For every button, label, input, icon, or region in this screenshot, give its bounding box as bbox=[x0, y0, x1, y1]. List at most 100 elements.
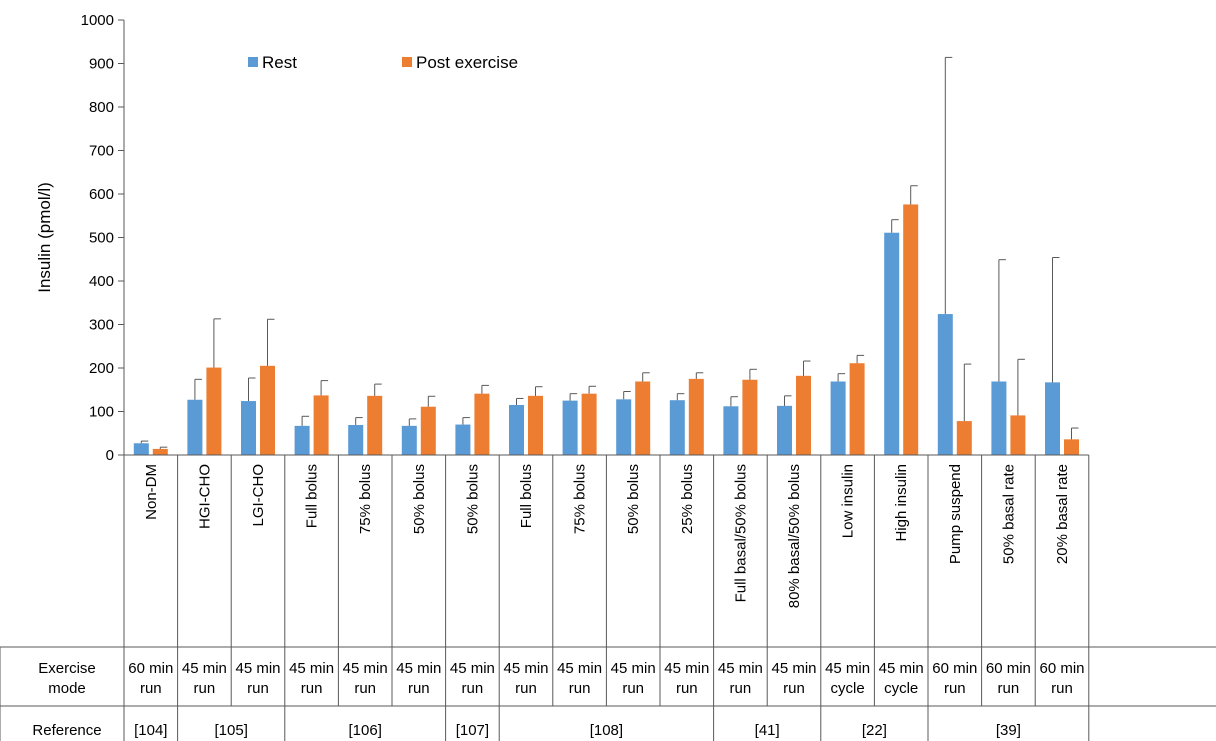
category-label: 50% basal rate bbox=[1000, 464, 1017, 564]
exercise-mode-cell: run bbox=[515, 680, 537, 697]
reference-cell: [41] bbox=[755, 722, 780, 739]
bar-post-exercise bbox=[260, 365, 275, 455]
y-tick-label: 700 bbox=[89, 143, 114, 160]
exercise-mode-cell: cycle bbox=[884, 680, 918, 697]
category-label: 50% bolus bbox=[625, 464, 642, 534]
category-label: 50% bolus bbox=[464, 464, 481, 534]
exercise-mode-cell: 45 min bbox=[611, 660, 656, 677]
y-tick-label: 800 bbox=[89, 99, 114, 116]
category-label: Low insulin bbox=[840, 464, 857, 538]
category-label: 20% basal rate bbox=[1054, 464, 1071, 564]
exercise-mode-cell: run bbox=[247, 680, 269, 697]
exercise-mode-cell: 45 min bbox=[825, 660, 870, 677]
exercise-mode-cell: 45 min bbox=[289, 660, 334, 677]
exercise-mode-cell: 45 min bbox=[664, 660, 709, 677]
legend-swatch bbox=[248, 57, 258, 67]
bar-post-exercise bbox=[956, 421, 972, 455]
bar-rest bbox=[830, 381, 846, 455]
exercise-mode-cell: run bbox=[140, 680, 162, 697]
exercise-mode-cell: 60 min bbox=[932, 660, 977, 677]
y-tick-label: 500 bbox=[89, 230, 114, 247]
exercise-mode-cell: run bbox=[462, 680, 484, 697]
bar-post-exercise bbox=[635, 381, 651, 455]
exercise-mode-cell: run bbox=[1051, 680, 1073, 697]
bar-rest bbox=[455, 424, 471, 455]
reference-header: Reference bbox=[32, 722, 101, 739]
exercise-mode-cell: run bbox=[354, 680, 376, 697]
category-label: Full basal/50% bolus bbox=[732, 464, 749, 602]
legend-label: Post exercise bbox=[416, 53, 518, 72]
category-label: Non-DM bbox=[143, 464, 160, 520]
bar-rest bbox=[991, 381, 1007, 455]
bar-post-exercise bbox=[1010, 415, 1026, 455]
bar-rest bbox=[294, 425, 310, 455]
exercise-mode-cell: run bbox=[783, 680, 805, 697]
bar-rest bbox=[616, 399, 632, 455]
bar-rest bbox=[348, 424, 364, 455]
category-label: Pump suspend bbox=[947, 464, 964, 564]
bar-post-exercise bbox=[742, 379, 758, 455]
exercise-mode-cell: 45 min bbox=[182, 660, 227, 677]
bar-post-exercise bbox=[903, 204, 919, 455]
bar-rest bbox=[562, 400, 578, 455]
category-label: 50% bolus bbox=[411, 464, 428, 534]
category-label: HGI-CHO bbox=[196, 464, 213, 529]
exercise-mode-cell: 60 min bbox=[986, 660, 1031, 677]
bar-rest bbox=[723, 406, 739, 455]
reference-cell: [104] bbox=[134, 722, 167, 739]
reference-cell: [105] bbox=[215, 722, 248, 739]
exercise-mode-header: Exercise bbox=[38, 660, 96, 677]
exercise-mode-cell: run bbox=[944, 680, 966, 697]
legend-label: Rest bbox=[262, 53, 297, 72]
bar-rest bbox=[133, 443, 149, 455]
bar-post-exercise bbox=[420, 406, 436, 455]
exercise-mode-cell: run bbox=[301, 680, 323, 697]
y-tick-label: 900 bbox=[89, 56, 114, 73]
y-tick-label: 400 bbox=[89, 273, 114, 290]
bar-rest bbox=[401, 425, 417, 455]
exercise-mode-cell: 45 min bbox=[718, 660, 763, 677]
reference-cell: [22] bbox=[862, 722, 887, 739]
reference-cell: [107] bbox=[456, 722, 489, 739]
category-label: Full bolus bbox=[518, 464, 535, 528]
exercise-mode-cell: 45 min bbox=[343, 660, 388, 677]
y-tick-label: 0 bbox=[106, 447, 114, 464]
exercise-mode-cell: run bbox=[408, 680, 430, 697]
exercise-mode-cell: 45 min bbox=[771, 660, 816, 677]
exercise-mode-cell: run bbox=[676, 680, 698, 697]
exercise-mode-header: mode bbox=[48, 680, 86, 697]
bar-post-exercise bbox=[206, 367, 222, 455]
y-tick-label: 300 bbox=[89, 317, 114, 334]
bar-post-exercise bbox=[152, 448, 168, 455]
category-label: 75% bolus bbox=[572, 464, 589, 534]
exercise-mode-cell: run bbox=[998, 680, 1020, 697]
exercise-mode-cell: run bbox=[622, 680, 644, 697]
bar-post-exercise bbox=[474, 393, 490, 455]
y-tick-label: 200 bbox=[89, 360, 114, 377]
category-label: Full bolus bbox=[304, 464, 321, 528]
y-axis-label: Insulin (pmol/l) bbox=[35, 182, 54, 293]
category-label: High insulin bbox=[893, 464, 910, 542]
bar-post-exercise bbox=[581, 393, 597, 455]
exercise-mode-cell: 45 min bbox=[879, 660, 924, 677]
exercise-mode-cell: run bbox=[569, 680, 591, 697]
reference-cell: [108] bbox=[590, 722, 623, 739]
exercise-mode-cell: 45 min bbox=[235, 660, 280, 677]
bar-rest bbox=[509, 404, 524, 455]
legend-swatch bbox=[402, 57, 412, 67]
bar-post-exercise bbox=[313, 395, 329, 455]
category-label: 80% basal/50% bolus bbox=[786, 464, 803, 608]
category-label: 75% bolus bbox=[357, 464, 374, 534]
bar-rest bbox=[777, 405, 792, 455]
exercise-mode-cell: run bbox=[194, 680, 216, 697]
bar-post-exercise bbox=[849, 363, 865, 455]
bar-rest bbox=[937, 314, 953, 455]
exercise-mode-cell: 60 min bbox=[128, 660, 173, 677]
exercise-mode-cell: 60 min bbox=[1039, 660, 1084, 677]
y-tick-label: 100 bbox=[89, 404, 114, 421]
exercise-mode-cell: cycle bbox=[831, 680, 865, 697]
bar-post-exercise bbox=[528, 395, 543, 455]
category-label: LGI-CHO bbox=[250, 464, 267, 527]
exercise-mode-cell: 45 min bbox=[450, 660, 495, 677]
